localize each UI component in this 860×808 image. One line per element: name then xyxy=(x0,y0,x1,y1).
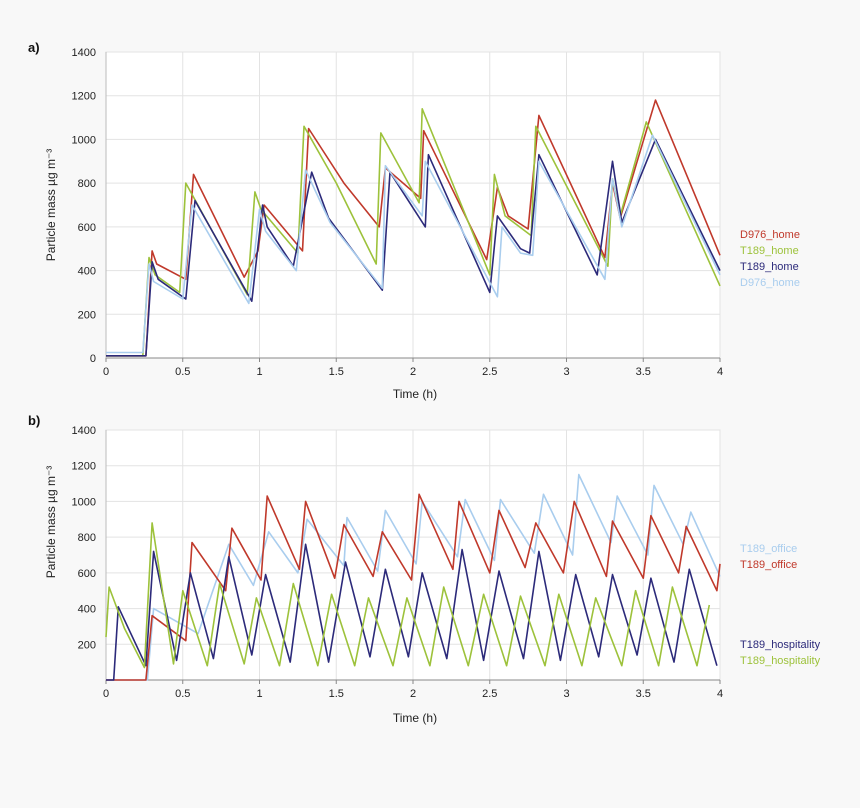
series-line-t189-office xyxy=(106,473,721,681)
x-tick-label: 0.5 xyxy=(175,366,190,378)
y-axis-title: Particle mass µg m⁻³ xyxy=(44,466,58,579)
legend-entry: T189_home xyxy=(740,261,799,273)
axis-layer: 200 400 600 800 1000 1200 1400 0 0.5 1 1.5 2 2.5 3 3.5… xyxy=(72,425,724,700)
y-tick-label: 600 xyxy=(78,568,96,580)
x-tick-label: 3 xyxy=(563,688,569,700)
y-tick-label: 1000 xyxy=(72,134,96,146)
legend-entry: T189_hospitality xyxy=(740,655,821,667)
y-tick-label: 800 xyxy=(78,532,96,544)
y-tick-label: 1400 xyxy=(72,47,96,59)
x-axis-title: Time (h) xyxy=(393,711,437,725)
panel-label: b) xyxy=(28,413,40,428)
y-tick-label: 1200 xyxy=(72,461,96,473)
legend: T189_office T189_office T189_hospitality T1… xyxy=(740,543,821,667)
x-tick-label: 4 xyxy=(717,366,723,378)
legend-entry: D976_home xyxy=(740,229,800,241)
x-tick-label: 1.5 xyxy=(329,688,344,700)
chart-panel-b: b) 200 400 600 800 1000 1200 1400 0 0.5 1 1.5 2 2.5 3… xyxy=(28,413,821,725)
x-tick-label: 0 xyxy=(103,688,109,700)
x-tick-label: 1 xyxy=(256,688,262,700)
y-tick-label: 200 xyxy=(78,639,96,651)
series-layer xyxy=(105,473,721,681)
legend-entry: D976_home xyxy=(740,277,800,289)
series-line-t189-office xyxy=(106,493,721,681)
x-tick-label: 1 xyxy=(256,366,262,378)
axis-layer: 0 200 400 600 800 1000 1200 1400 0 0.5 1 1.5 2 2.5 3 3.… xyxy=(72,47,724,378)
x-tick-label: 2.5 xyxy=(482,688,497,700)
y-tick-label: 400 xyxy=(78,266,96,278)
series-line-t189-hospitality xyxy=(105,522,711,669)
x-tick-label: 4 xyxy=(717,688,723,700)
x-tick-label: 3.5 xyxy=(636,366,651,378)
y-tick-label: 600 xyxy=(78,222,96,234)
y-axis-title: Particle mass µg m⁻³ xyxy=(44,149,58,262)
y-tick-label: 200 xyxy=(78,309,96,321)
y-tick-label: 800 xyxy=(78,178,96,190)
chart-panel-a: a) 0 200 400 600 800 1000 1200 1400 0 0.5 1 1.5 2 2.5… xyxy=(28,40,800,401)
legend-entry: T189_office xyxy=(740,559,797,571)
series-layer xyxy=(106,99,721,357)
x-tick-label: 2 xyxy=(410,688,416,700)
series-line-t189-home xyxy=(106,138,721,357)
legend-entry: T189_home xyxy=(740,245,799,257)
legend: D976_home T189_home T189_home D976_home xyxy=(740,229,800,289)
series-line-t189-hospitality xyxy=(106,543,718,681)
x-tick-label: 0 xyxy=(103,366,109,378)
x-tick-label: 0.5 xyxy=(175,688,190,700)
panel-label: a) xyxy=(28,40,40,55)
x-tick-label: 3.5 xyxy=(636,688,651,700)
legend-entry: T189_office xyxy=(740,543,797,555)
series-line-d976-home xyxy=(106,134,721,354)
x-tick-label: 1.5 xyxy=(329,366,344,378)
y-tick-label: 1200 xyxy=(72,91,96,103)
y-tick-label: 1400 xyxy=(72,425,96,437)
x-tick-label: 3 xyxy=(563,366,569,378)
x-tick-label: 2.5 xyxy=(482,366,497,378)
y-tick-label: 0 xyxy=(90,353,96,365)
legend-entry: T189_hospitality xyxy=(740,639,821,651)
y-tick-label: 1000 xyxy=(72,496,96,508)
x-tick-label: 2 xyxy=(410,366,416,378)
series-line-t189-home xyxy=(106,108,721,357)
x-axis-title: Time (h) xyxy=(393,387,437,401)
y-tick-label: 400 xyxy=(78,604,96,616)
